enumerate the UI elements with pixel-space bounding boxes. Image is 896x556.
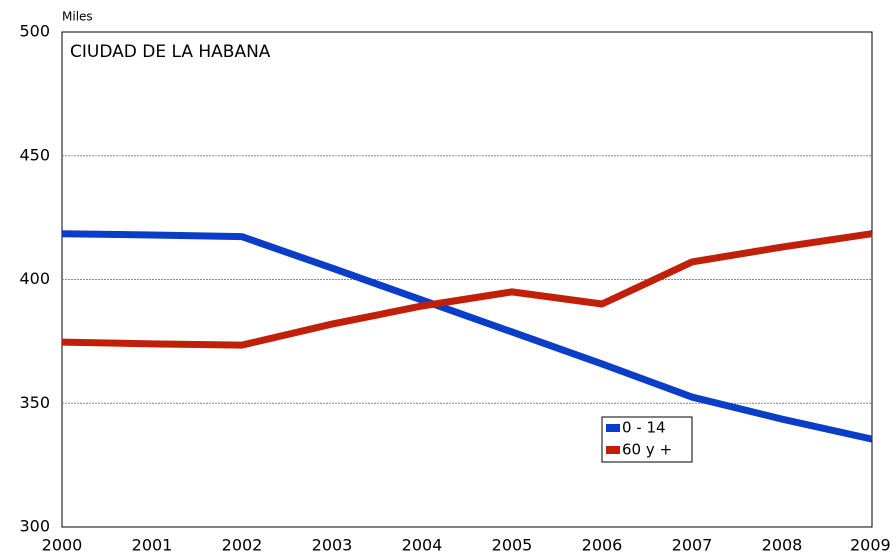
annotation: CIUDAD DE LA HABANA bbox=[70, 42, 271, 62]
y-tick-label: 300 bbox=[19, 517, 50, 536]
x-tick-label: 2009 bbox=[850, 536, 891, 555]
x-tick-label: 2003 bbox=[312, 536, 353, 555]
legend-swatch bbox=[606, 446, 620, 454]
line-series bbox=[61, 230, 873, 443]
y-tick-label: 500 bbox=[19, 22, 50, 41]
legend-label: 0 - 14 bbox=[622, 419, 666, 437]
x-tick-label: 2008 bbox=[762, 536, 803, 555]
legend-swatch bbox=[606, 424, 620, 432]
y-axis-label: Miles bbox=[62, 10, 93, 24]
x-tick-label: 2006 bbox=[582, 536, 623, 555]
y-tick-label: 350 bbox=[19, 393, 50, 412]
legend-label: 60 y + bbox=[622, 441, 672, 459]
x-tick-label: 2002 bbox=[222, 536, 263, 555]
y-tick-label: 400 bbox=[19, 269, 50, 288]
x-tick-label: 2007 bbox=[672, 536, 713, 555]
x-tick-label: 2001 bbox=[132, 536, 173, 555]
x-tick-label: 2004 bbox=[402, 536, 443, 555]
x-tick-label: 2000 bbox=[42, 536, 83, 555]
y-tick-label: 450 bbox=[19, 145, 50, 164]
x-tick-label: 2005 bbox=[492, 536, 533, 555]
line-series bbox=[61, 230, 873, 349]
